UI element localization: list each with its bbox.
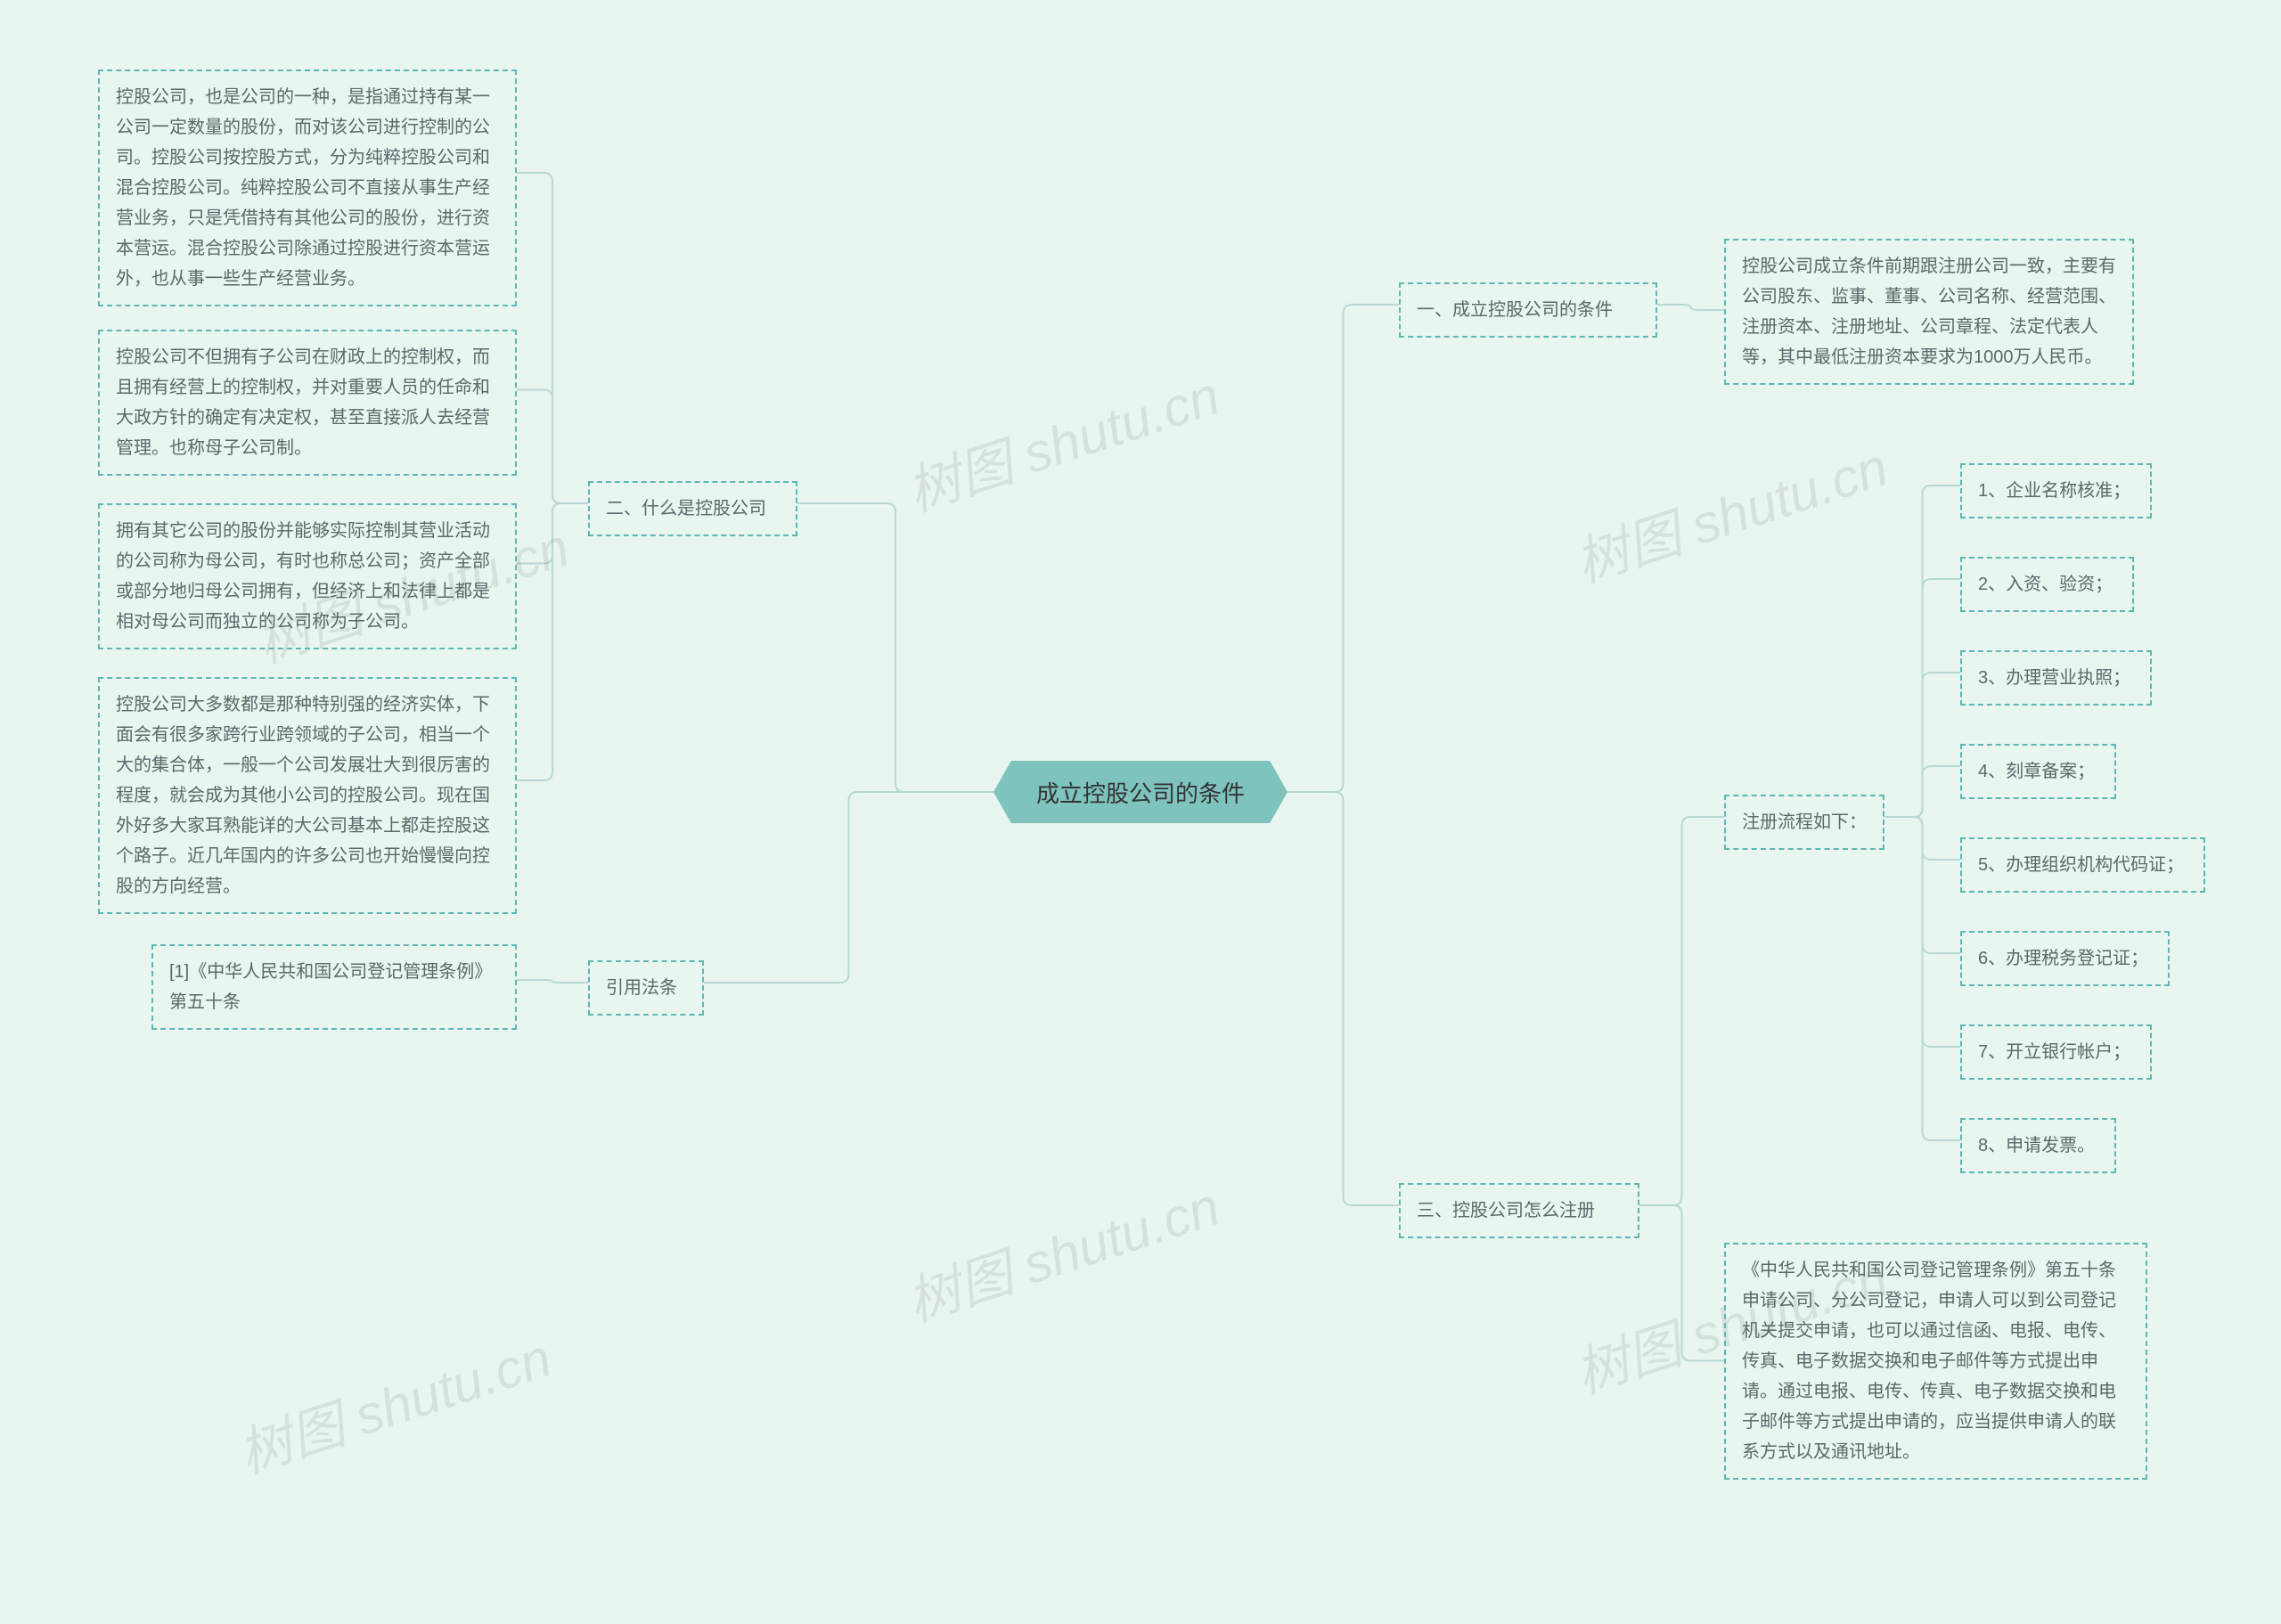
edge xyxy=(1884,817,1960,1047)
edge xyxy=(517,503,588,780)
watermark: 树图 shutu.cn xyxy=(895,353,1228,526)
mindmap-node: 注册流程如下： xyxy=(1724,795,1884,850)
mindmap-node: 《中华人民共和国公司登记管理条例》第五十条 申请公司、分公司登记，申请人可以到公… xyxy=(1724,1243,2147,1480)
edge xyxy=(1288,305,1399,792)
mindmap-node: 3、办理营业执照； xyxy=(1960,650,2152,706)
watermark: 树图 shutu.cn xyxy=(1564,424,1896,598)
edge xyxy=(1884,817,1960,860)
mindmap-node: 控股公司，也是公司的一种，是指通过持有某一公司一定数量的股份，而对该公司进行控制… xyxy=(98,69,517,306)
edge xyxy=(1884,817,1960,953)
mindmap-node: 拥有其它公司的股份并能够实际控制其营业活动的公司称为母公司，有时也称总公司；资产… xyxy=(98,503,517,649)
edge xyxy=(1639,817,1724,1205)
mindmap-node: 三、控股公司怎么注册 xyxy=(1399,1183,1639,1238)
mindmap-node: 4、刻章备案； xyxy=(1960,744,2116,799)
edge xyxy=(517,503,588,564)
edge xyxy=(797,503,993,792)
mindmap-canvas: 树图 shutu.cn 树图 shutu.cn 树图 shutu.cn 树图 shut… xyxy=(0,0,2281,1624)
edge xyxy=(1288,792,1399,1205)
watermark: 树图 shutu.cn xyxy=(895,1163,1228,1337)
mindmap-node: 6、办理税务登记证； xyxy=(1960,931,2170,986)
edge xyxy=(1884,486,1960,817)
mindmap-node: 7、开立银行帐户； xyxy=(1960,1024,2152,1080)
edge xyxy=(1884,579,1960,817)
edge xyxy=(1884,817,1960,1140)
edge xyxy=(1884,673,1960,817)
mindmap-node: [1]《中华人民共和国公司登记管理条例》 第五十条 xyxy=(151,944,517,1030)
edge xyxy=(1639,1205,1724,1361)
watermark: 树图 shutu.cn xyxy=(227,1315,560,1489)
mindmap-node: 1、企业名称核准； xyxy=(1960,463,2152,518)
center-node: 成立控股公司的条件 xyxy=(993,761,1288,823)
mindmap-node: 8、申请发票。 xyxy=(1960,1118,2116,1173)
mindmap-node: 控股公司成立条件前期跟注册公司一致，主要有公司股东、监事、董事、公司名称、经营范… xyxy=(1724,239,2134,385)
mindmap-node: 二、什么是控股公司 xyxy=(588,481,797,536)
mindmap-node: 引用法条 xyxy=(588,960,704,1016)
edge xyxy=(1884,766,1960,817)
mindmap-node: 5、办理组织机构代码证； xyxy=(1960,837,2205,893)
edge xyxy=(704,792,993,983)
mindmap-node: 控股公司不但拥有子公司在财政上的控制权，而且拥有经营上的控制权，并对重要人员的任… xyxy=(98,330,517,476)
mindmap-node: 控股公司大多数都是那种特别强的经济实体，下面会有很多家跨行业跨领域的子公司，相当… xyxy=(98,677,517,914)
mindmap-node: 2、入资、验资； xyxy=(1960,557,2134,612)
edge xyxy=(517,390,588,504)
edge xyxy=(1657,305,1724,310)
edge xyxy=(517,173,588,503)
edge xyxy=(517,980,588,983)
mindmap-node: 一、成立控股公司的条件 xyxy=(1399,282,1657,338)
